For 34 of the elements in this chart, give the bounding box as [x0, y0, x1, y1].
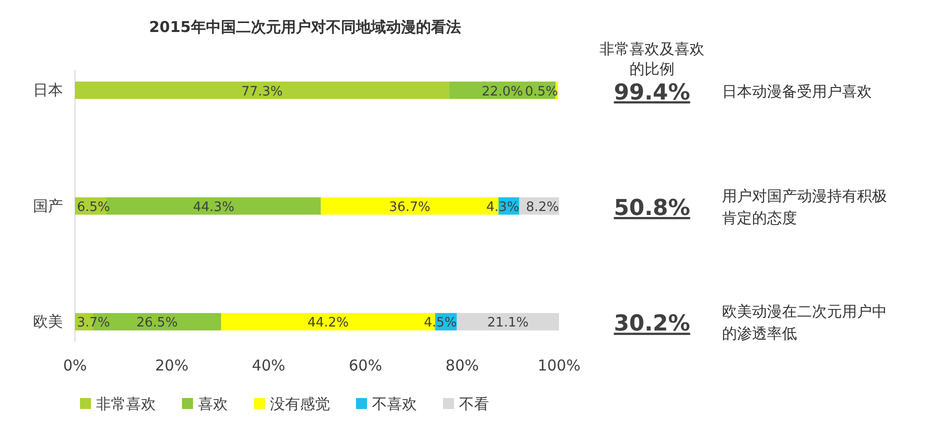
text: 99.4% [614, 80, 690, 106]
chart-title: 2015年中国二次元用户对不同地域动漫的看法 [149, 18, 461, 36]
data-label: 6.5% [77, 200, 110, 215]
bar [456, 313, 559, 330]
legend-label: 没有感觉 [270, 395, 330, 413]
text: 用户对国产动漫持有积极肯定的态度 [722, 187, 887, 227]
legend-label: 非常喜欢 [96, 395, 156, 413]
x-tick-label: 100% [538, 356, 580, 375]
legend-label: 不喜欢 [372, 395, 417, 413]
text: 50.8% [614, 196, 690, 221]
data-label: 26.5% [136, 316, 178, 331]
text: 日本动漫备受用户喜欢 [722, 82, 872, 100]
data-label: 77.3% [241, 84, 283, 100]
data-label: 22.0% [482, 84, 524, 100]
x-tick-label: 80% [446, 356, 479, 375]
x-tick-label: 40% [252, 356, 286, 375]
data-label: 44.3% [193, 200, 234, 215]
x-tick-label: 60% [348, 356, 382, 375]
x-tick-label: 0% [63, 356, 87, 375]
y-tick-label: 欧美 [33, 312, 63, 331]
text: 非常喜欢及喜欢的比例 [600, 40, 704, 78]
bar [75, 82, 450, 99]
text: 30.2% [614, 312, 690, 337]
y-tick-label: 国产 [33, 196, 63, 215]
data-label: 44.2% [307, 316, 349, 331]
data-label: 21.1% [487, 316, 529, 331]
text: 欧美动漫在二次元用户中的渗透率低 [722, 302, 887, 343]
data-label: 3.7% [77, 316, 110, 331]
y-tick-label: 日本 [33, 81, 63, 100]
legend-label: 喜欢 [198, 395, 228, 413]
legend-label: 不看 [459, 395, 489, 413]
x-tick-label: 20% [155, 356, 188, 375]
data-label: 36.7% [389, 200, 430, 215]
data-label: 8.2% [526, 200, 559, 215]
